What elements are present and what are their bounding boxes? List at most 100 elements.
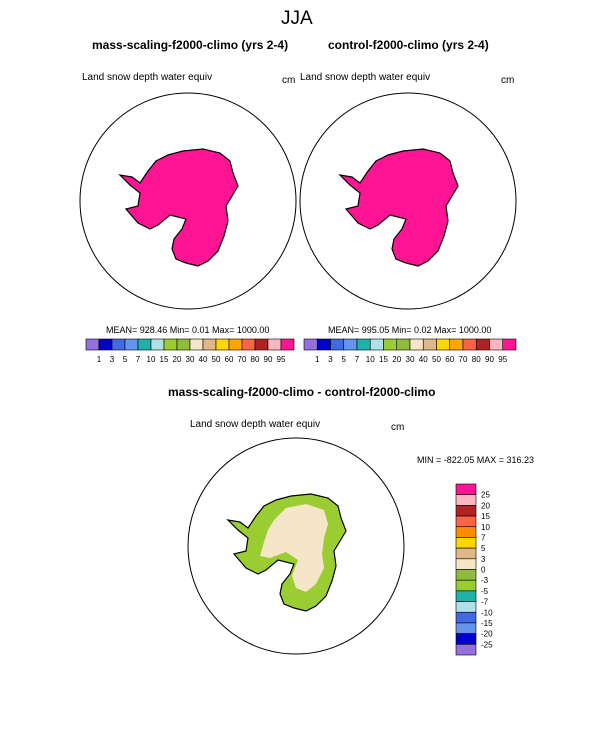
panel3-colorbar-tick-label: 10	[481, 523, 490, 532]
panel3-colorbar-tick-label: 25	[481, 491, 490, 500]
panel3-colorbar-tick-label: 20	[481, 501, 490, 510]
panel1-colorbar-tick-label: 5	[123, 355, 128, 364]
panel1-units-label: cm	[282, 75, 296, 86]
panel1-colorbar-tick-label: 70	[238, 355, 247, 364]
panel2-colorbar-tick-label: 20	[392, 355, 401, 364]
panel2-colorbar-tick-label: 7	[355, 355, 360, 364]
panel2-colorbar: 1 3 5 7 10 15 20 30 40 50 60 70 80 90 95	[303, 338, 517, 364]
panel1-colorbar-swatch	[150, 338, 165, 351]
panel3-colorbar-tick-label: 15	[481, 512, 490, 521]
panel1-colorbar-swatch	[189, 338, 204, 351]
panel3-colorbar-tick-label: -7	[481, 598, 489, 607]
panel2-colorbar-swatch	[356, 338, 371, 351]
panel1-colorbar-tick-label: 7	[136, 355, 141, 364]
panel2-colorbar-swatch	[316, 338, 331, 351]
panel3-colorbar-swatch	[455, 590, 477, 602]
panel3-colorbar-swatch	[455, 483, 477, 495]
panel2-colorbar-swatch	[330, 338, 345, 351]
panel3-colorbar-swatch	[455, 569, 477, 581]
panel2-colorbar-swatch	[462, 338, 477, 351]
panel1-colorbar-swatch	[176, 338, 191, 351]
panel2-colorbar-swatch	[475, 338, 490, 351]
panel3-colorbar-tick-label: -5	[481, 587, 489, 596]
panel2-stats: MEAN= 995.05 Min= 0.02 Max= 1000.00	[328, 325, 492, 335]
panel2-colorbar-swatch	[303, 338, 318, 351]
panel1-colorbar-tick-label: 80	[251, 355, 260, 364]
panel3-colorbar-swatch	[455, 633, 477, 645]
panel1-colorbar-tick-label: 3	[110, 355, 115, 364]
panel1-colorbar-tick-label: 95	[277, 355, 286, 364]
panel2-colorbar-tick-label: 50	[432, 355, 441, 364]
panel1-colorbar-tick-label: 20	[173, 355, 182, 364]
panel2-field-label: Land snow depth water equiv	[300, 72, 431, 83]
panel2-colorbar-swatch	[343, 338, 358, 351]
panel3-colorbar-swatch	[455, 644, 477, 656]
panel3-map	[188, 438, 404, 654]
panel1-antarctica-fill	[118, 148, 239, 267]
panel1-field-label: Land snow depth water equiv	[82, 72, 213, 83]
panel3-units-label: cm	[391, 422, 405, 433]
panel3-colorbar-tick-label: 7	[481, 533, 486, 542]
panel2-colorbar-swatch	[396, 338, 411, 351]
panel1-colorbar-swatch	[241, 338, 256, 351]
panel1-colorbar-swatch	[124, 338, 139, 351]
panel3-colorbar-tick-label: -10	[481, 608, 493, 617]
panel3-colorbar-swatch	[455, 537, 477, 549]
panel1-colorbar-swatch	[202, 338, 217, 351]
panel1-map	[80, 93, 296, 309]
panel3-colorbar-swatch	[455, 526, 477, 538]
panel1-colorbar-swatch	[85, 338, 100, 351]
panel2-units-label: cm	[501, 75, 515, 86]
panel2-colorbar-tick-label: 1	[315, 355, 320, 364]
panel2-map-border	[299, 92, 517, 310]
panel2-colorbar-tick-label: 5	[342, 355, 347, 364]
panel1-colorbar-swatch	[215, 338, 230, 351]
panel1-colorbar-swatch	[228, 338, 243, 351]
panel3-field-label: Land snow depth water equiv	[190, 419, 321, 430]
panel3-colorbar-swatch	[455, 558, 477, 570]
panel2-colorbar-tick-label: 15	[379, 355, 388, 364]
panel3-colorbar-tick-label: -20	[481, 630, 493, 639]
panel3-colorbar-swatch	[455, 547, 477, 560]
panel3-colorbar-swatch	[455, 611, 477, 624]
panel1-colorbar-swatch	[163, 338, 178, 351]
panel1-colorbar: 1 3 5 7 10 15 20 30 40 50 60 70 80 90 95	[85, 338, 295, 364]
panel1-stats: MEAN= 928.46 Min= 0.01 Max= 1000.00	[106, 325, 270, 335]
panel1-colorbar-tick-label: 1	[97, 355, 102, 364]
panel2-colorbar-swatch	[383, 338, 398, 351]
panel2-colorbar-tick-label: 60	[445, 355, 454, 364]
panel3-colorbar-swatch	[455, 622, 477, 634]
panel3-title: mass-scaling-f2000-climo - control-f2000…	[168, 385, 436, 399]
panel2-antarctica-fill	[338, 148, 459, 267]
panel2-title: control-f2000-climo (yrs 2-4)	[328, 38, 489, 52]
panel3-colorbar-swatch	[455, 494, 477, 506]
panel3-colorbar-swatch	[455, 505, 477, 517]
panel2-colorbar-swatch	[502, 338, 517, 351]
panel1-colorbar-tick-label: 60	[225, 355, 234, 364]
panel2-colorbar-tick-label: 30	[406, 355, 415, 364]
panel3-colorbar-tick-label: 0	[481, 566, 486, 575]
panel2-colorbar-tick-label: 80	[472, 355, 481, 364]
panel1-colorbar-swatch	[254, 338, 269, 351]
panel1-colorbar-tick-label: 40	[199, 355, 208, 364]
panel2-colorbar-tick-label: 40	[419, 355, 428, 364]
panel2-colorbar-swatch	[489, 338, 504, 351]
panel3-antarctica-interior-fill	[260, 504, 328, 592]
panel3-colorbar-tick-label: -25	[481, 640, 493, 649]
panel2-colorbar-swatch	[436, 338, 451, 351]
panel2-colorbar-tick-label: 95	[498, 355, 507, 364]
panel1-colorbar-tick-label: 50	[212, 355, 221, 364]
panel1-colorbar-swatch	[280, 338, 295, 351]
panel2-colorbar-tick-label: 90	[485, 355, 494, 364]
panel1-colorbar-tick-label: 90	[264, 355, 273, 364]
panel3-colorbar-tick-label: 3	[481, 555, 486, 564]
panel3-colorbar-swatch	[455, 601, 477, 613]
panel2-colorbar-tick-label: 3	[328, 355, 333, 364]
panel3-colorbar-tick-label: -3	[481, 576, 489, 585]
panel1-colorbar-swatch	[267, 338, 282, 351]
panel2-colorbar-tick-label: 70	[459, 355, 468, 364]
panel3-map-border	[187, 437, 405, 655]
panel1-colorbar-tick-label: 15	[160, 355, 169, 364]
